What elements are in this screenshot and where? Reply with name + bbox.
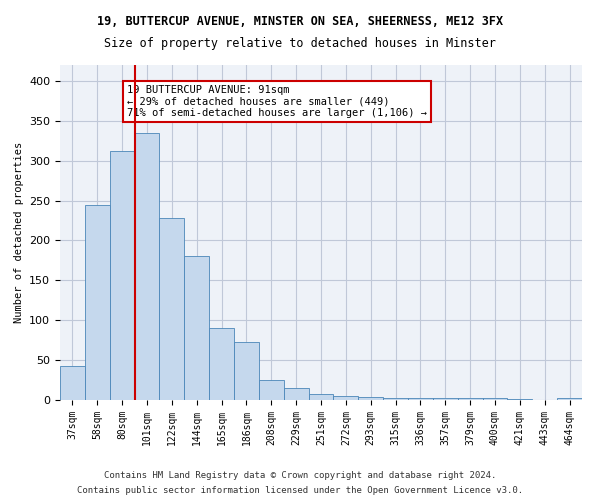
Text: 19, BUTTERCUP AVENUE, MINSTER ON SEA, SHEERNESS, ME12 3FX: 19, BUTTERCUP AVENUE, MINSTER ON SEA, SH… [97, 15, 503, 28]
Bar [284, 388, 308, 400]
Bar [408, 398, 433, 400]
Bar [134, 133, 160, 400]
Text: 19 BUTTERCUP AVENUE: 91sqm
← 29% of detached houses are smaller (449)
71% of sem: 19 BUTTERCUP AVENUE: 91sqm ← 29% of deta… [127, 85, 427, 118]
Bar [184, 256, 209, 400]
Bar [458, 398, 482, 400]
Text: Size of property relative to detached houses in Minster: Size of property relative to detached ho… [104, 38, 496, 51]
Bar [358, 397, 383, 400]
Bar [234, 342, 259, 400]
Bar [160, 218, 184, 400]
Y-axis label: Number of detached properties: Number of detached properties [14, 142, 23, 323]
Bar [557, 398, 582, 400]
Bar [259, 380, 284, 400]
Bar [209, 328, 234, 400]
Text: Contains HM Land Registry data © Crown copyright and database right 2024.: Contains HM Land Registry data © Crown c… [104, 471, 496, 480]
Bar [85, 204, 110, 400]
Bar [308, 394, 334, 400]
Bar [60, 366, 85, 400]
Bar [334, 396, 358, 400]
Text: Contains public sector information licensed under the Open Government Licence v3: Contains public sector information licen… [77, 486, 523, 495]
Bar [383, 398, 408, 400]
Bar [482, 398, 508, 400]
Bar [508, 399, 532, 400]
Bar [110, 151, 134, 400]
Bar [433, 398, 458, 400]
